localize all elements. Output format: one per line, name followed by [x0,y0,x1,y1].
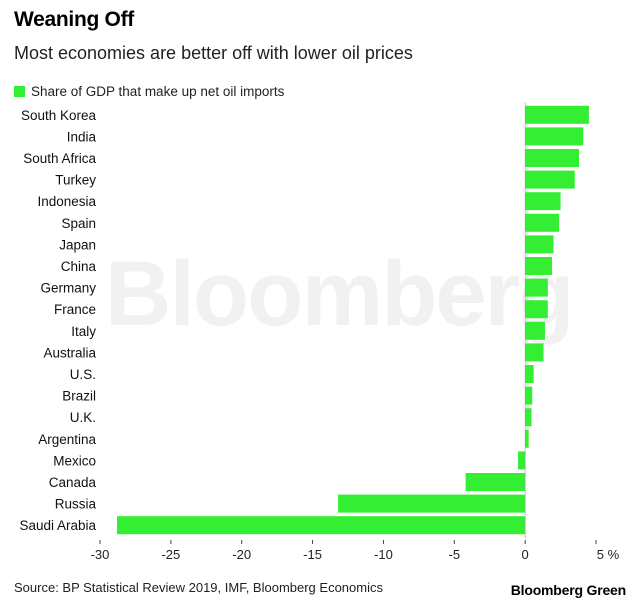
bar-italy [525,321,545,340]
x-tick-label: -10 [374,547,393,562]
bar-u-k [525,408,532,427]
bar-south-africa [525,149,579,167]
category-label: Spain [61,216,96,231]
bar-turkey [525,170,575,189]
x-tick-label: -30 [91,547,110,562]
source-note: Source: BP Statistical Review 2019, IMF,… [14,580,383,595]
category-label: Saudi Arabia [19,518,96,533]
brand-logo: Bloomberg Green [510,582,626,598]
bar-brazil [525,386,533,405]
bar-china [525,257,553,275]
category-label: Italy [71,324,96,339]
category-label: Japan [59,237,96,252]
bar-spain [525,213,560,232]
bar-u-s [525,365,534,383]
category-label: U.S. [70,367,96,382]
bar-japan [525,235,554,254]
category-label: South Africa [23,151,96,166]
category-label: Argentina [38,432,96,447]
bar-indonesia [525,192,561,211]
category-label: India [67,129,97,144]
category-label: Mexico [53,453,96,468]
bar-south-korea [525,105,589,124]
category-label: U.K. [70,410,96,425]
category-label: China [61,259,97,274]
bar-argentina [525,429,529,448]
x-tick-label: -5 [449,547,461,562]
chart-subtitle: Most economies are better off with lower… [14,43,413,63]
chart-title: Weaning Off [14,8,134,31]
category-label: Russia [55,497,97,512]
bar-germany [525,278,548,297]
category-label: South Korea [21,108,97,123]
category-label: France [54,302,96,317]
bar-australia [525,343,544,362]
x-tick-label: -15 [303,547,322,562]
x-tick-label: 5 % [597,547,620,562]
category-label: Canada [49,475,97,490]
x-tick-label: 0 [522,547,529,562]
watermark-logo: Bloomberg [105,243,575,345]
category-label: Brazil [62,389,96,404]
category-label: Australia [43,345,96,360]
bar-canada [465,473,526,491]
bar-france [525,300,548,319]
x-tick-label: -25 [161,547,180,562]
category-label: Turkey [55,173,96,188]
bar-mexico [518,451,526,470]
legend-label: Share of GDP that make up net oil import… [31,84,285,99]
bar-india [525,127,584,146]
legend: Share of GDP that make up net oil import… [14,84,284,99]
legend-swatch [14,86,25,97]
bar-saudi-arabia [117,516,526,535]
bar-russia [338,494,526,513]
category-label: Indonesia [37,194,96,209]
category-label: Germany [40,281,96,296]
x-tick-label: -20 [232,547,251,562]
